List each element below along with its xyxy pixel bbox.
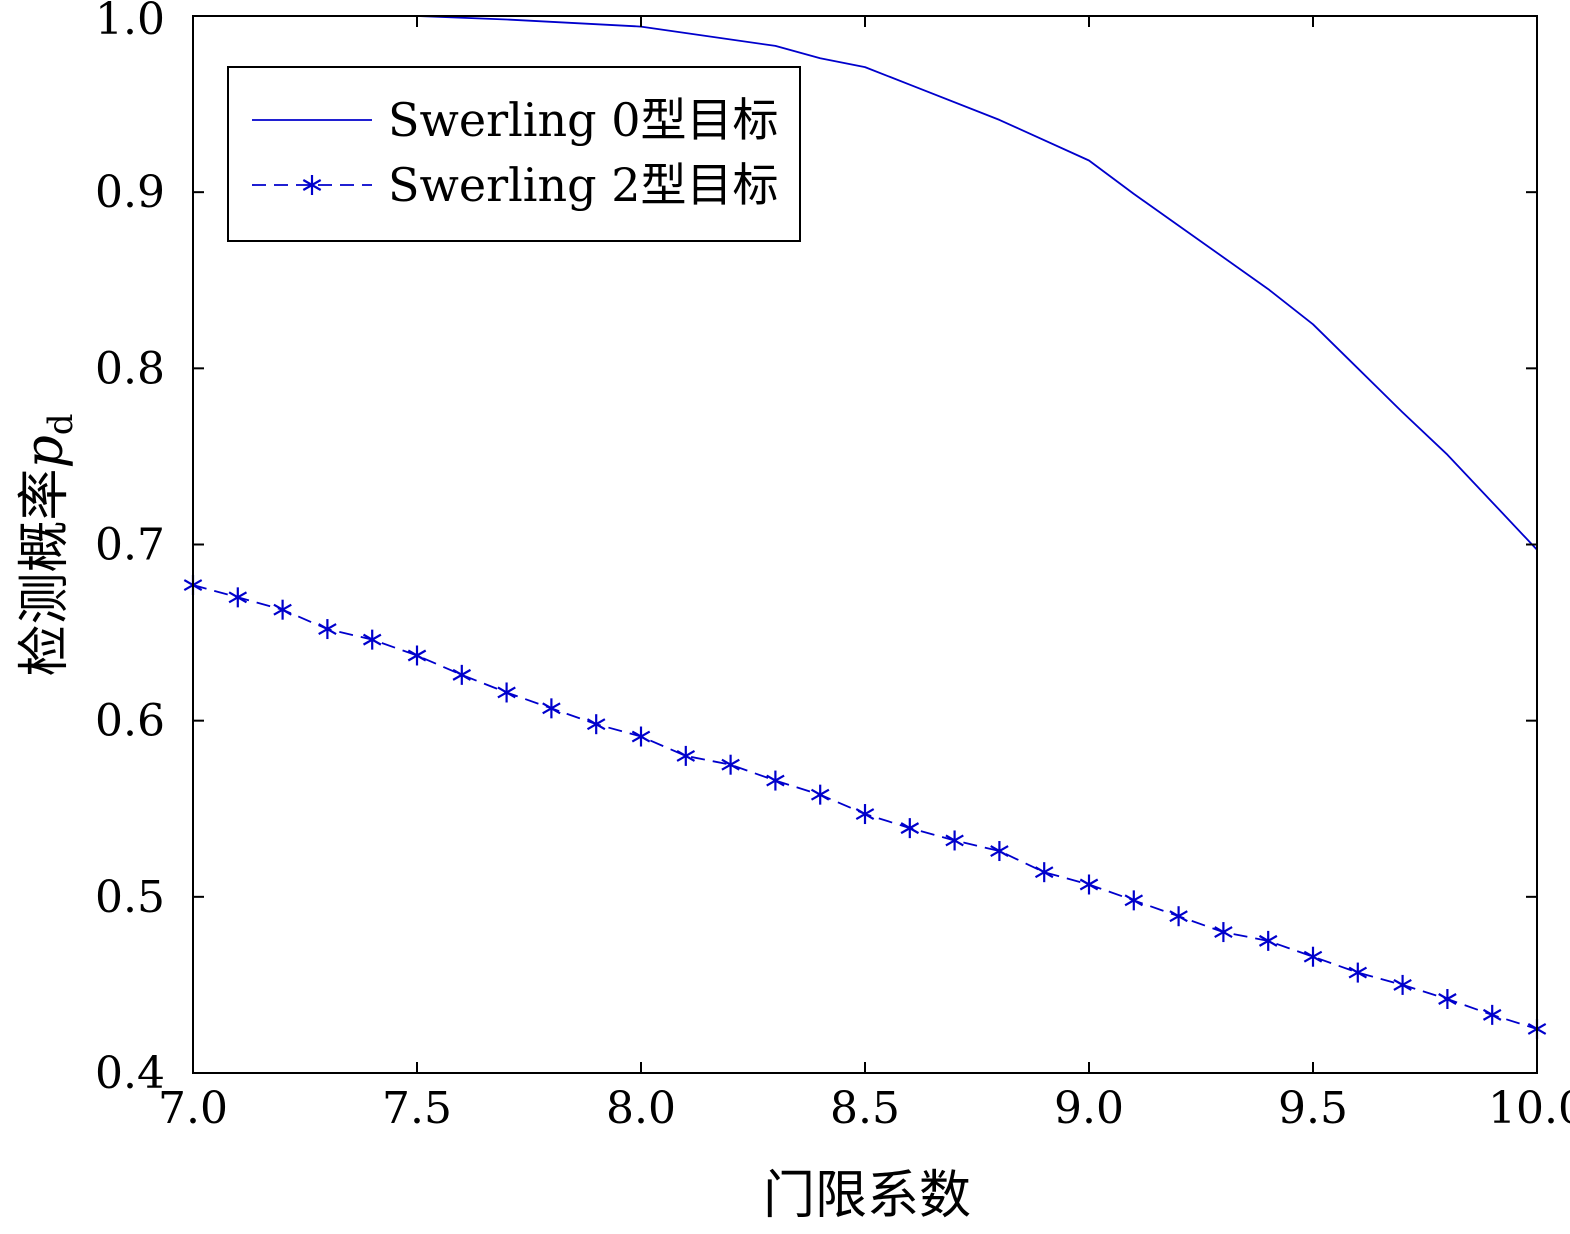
data-point-marker (1258, 930, 1278, 951)
x-axis-title: 门限系数 (763, 1166, 971, 1226)
y-tick-label: 0.8 (95, 343, 165, 394)
y-axis-title-text: 检测概率 (15, 469, 75, 677)
data-point-marker (1124, 890, 1144, 911)
data-point-marker (1482, 1004, 1502, 1025)
y-axis-title-symbol: p (15, 435, 75, 468)
tick-layer: 7.0 7.5 8.0 8.5 9.0 9.5 10.0 0.4 0.5 0.6 0.7 0.8 0.9… (95, 0, 1570, 1134)
data-point-marker (318, 619, 337, 640)
y-tick-label: 0.6 (95, 696, 165, 747)
y-tick-label: 0.5 (95, 872, 165, 923)
x-tick-label: 7.0 (158, 1083, 228, 1134)
y-tick-label: 1.0 (95, 0, 165, 45)
data-point-marker (1303, 946, 1323, 967)
legend-label-swerling-2: Swerling 2型目标 (388, 158, 778, 212)
data-point-marker (1214, 922, 1233, 943)
series-layer (183, 15, 1547, 1039)
data-point-marker (228, 587, 248, 608)
x-tick-label: 9.0 (1054, 1083, 1124, 1134)
data-point-marker (452, 664, 472, 685)
y-tick-label: 0.4 (95, 1048, 165, 1099)
data-point-marker (810, 784, 830, 805)
data-point-marker (631, 726, 651, 747)
data-point-marker (1079, 874, 1099, 895)
x-tick-label: 7.5 (382, 1083, 452, 1134)
data-point-marker (721, 754, 740, 775)
data-point-marker (1034, 862, 1054, 883)
data-point-marker (407, 645, 427, 666)
data-point-marker (1393, 974, 1412, 995)
data-point-marker (586, 714, 606, 735)
data-point-marker (362, 629, 382, 650)
data-point-marker (766, 770, 785, 791)
legend-marker-star (302, 175, 322, 195)
legend-star-glyph (302, 175, 322, 195)
y-axis-title-subscript: d (41, 413, 81, 435)
legend-label-swerling-0: Swerling 0型目标 (388, 93, 778, 147)
data-point-marker (1169, 906, 1188, 927)
data-point-marker (1438, 989, 1457, 1010)
data-point-marker (945, 830, 964, 851)
data-point-marker (676, 745, 696, 766)
x-tick-label: 10.0 (1488, 1083, 1570, 1134)
x-tick-label: 8.0 (606, 1083, 676, 1134)
data-point-marker (542, 698, 561, 719)
data-point-marker (900, 818, 920, 839)
data-point-marker (273, 599, 292, 620)
y-tick-label: 0.9 (95, 167, 165, 218)
data-point-marker (990, 841, 1009, 862)
legend: Swerling 0型目标 Swerling 2型目标 (227, 66, 801, 242)
y-tick-label: 0.7 (95, 520, 165, 571)
data-point-marker (855, 804, 875, 825)
y-axis-title: 检测概率pd (15, 413, 81, 676)
x-tick-label: 8.5 (830, 1083, 900, 1134)
legend-box (227, 66, 801, 242)
data-point-marker (1348, 962, 1368, 983)
data-point-marker (497, 682, 516, 703)
x-tick-label: 9.5 (1278, 1083, 1348, 1134)
